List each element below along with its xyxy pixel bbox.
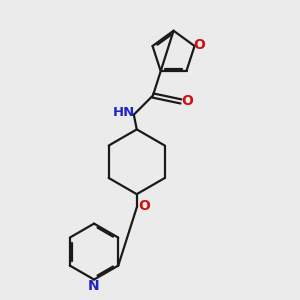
Text: O: O (182, 94, 193, 108)
Text: O: O (138, 199, 150, 213)
Text: HN: HN (112, 106, 135, 119)
Text: N: N (88, 279, 100, 293)
Text: O: O (194, 38, 206, 52)
